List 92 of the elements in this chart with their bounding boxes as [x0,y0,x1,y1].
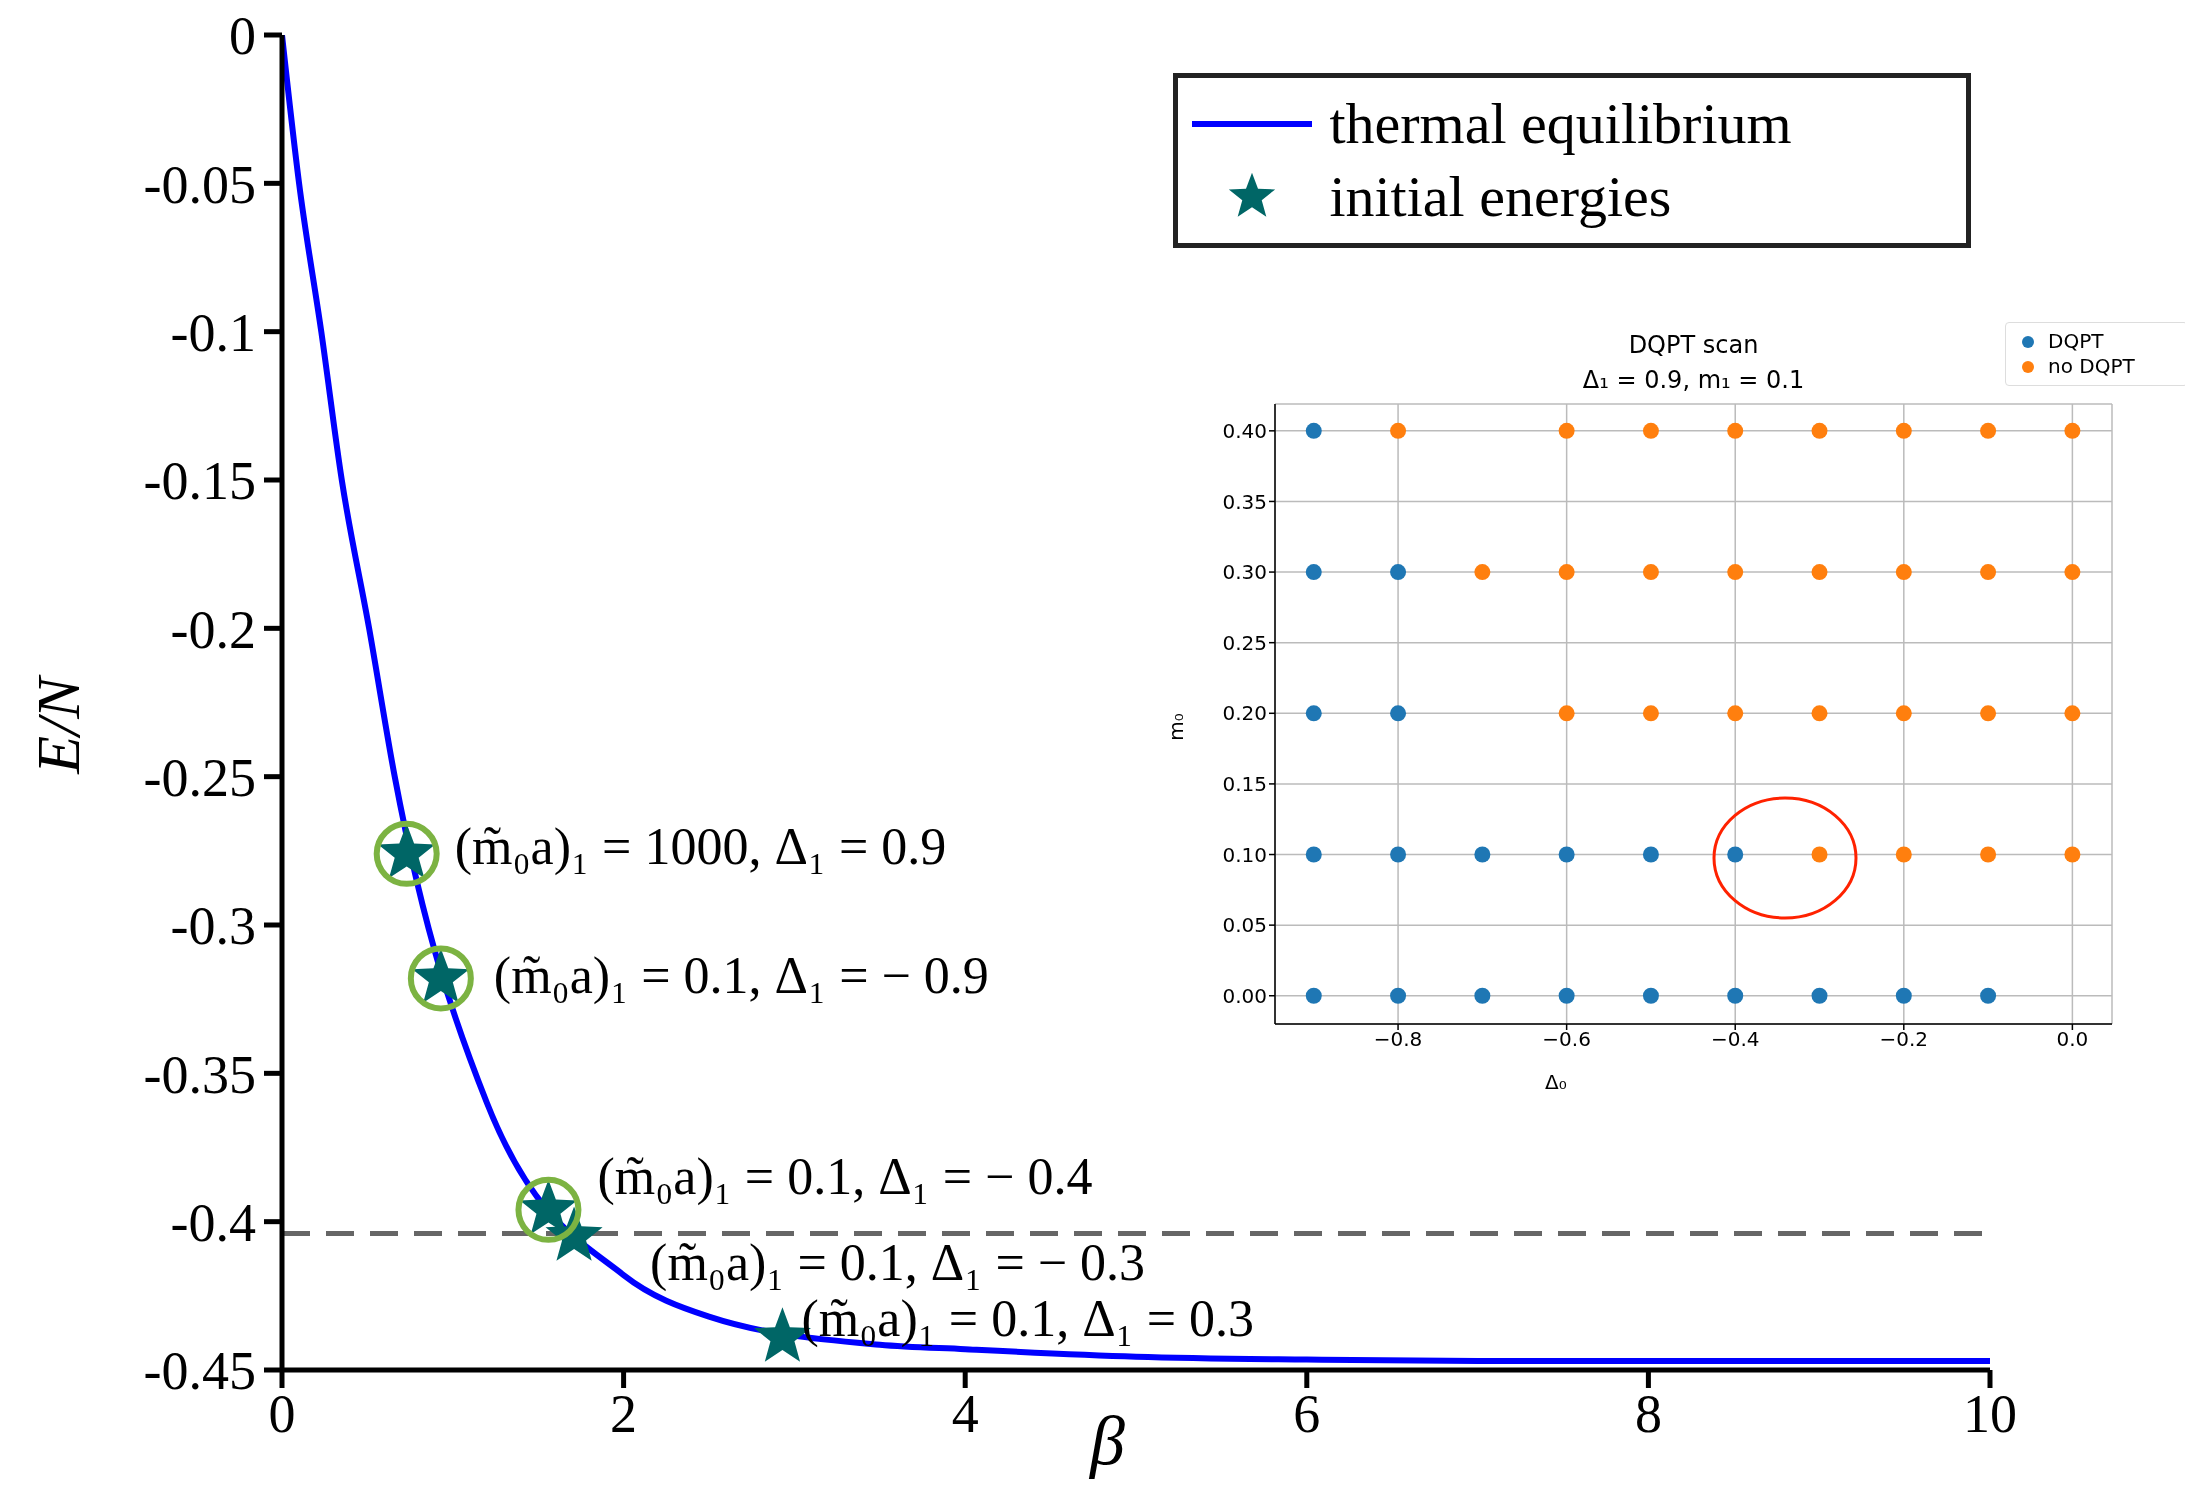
y-tick-label: 0.40 [1222,418,1267,443]
point [1305,987,1322,1004]
point [1558,705,1575,722]
point [1980,846,1997,863]
point [1811,987,1828,1004]
point [1895,846,1912,863]
point [1811,846,1828,863]
x-tick-label: −0.8 [1373,1027,1423,1052]
annotation: (m̃₀a)₁ = 1000, Δ₁ = 0.9 [454,816,947,876]
x-tick-label: 6 [1293,1384,1321,1445]
x-tick-label: 2 [610,1384,638,1445]
chart-subtitle: Δ₁ = 0.9, m₁ = 0.1 [1582,365,1805,394]
point [1558,422,1575,439]
y-axis-title: m₀ [1163,713,1188,741]
x-tick-label: 8 [1634,1384,1662,1445]
y-tick-label: 0.10 [1222,842,1267,867]
y-tick-label: -0.05 [143,154,256,215]
legend-label: thermal equilibrium [1329,90,1792,158]
y-tick-label: 0.05 [1222,913,1267,938]
point [1390,846,1407,863]
x-tick-label: 0 [268,1384,296,1445]
x-tick-label: 10 [1963,1384,2017,1445]
y-tick-label: 0.30 [1222,560,1267,585]
point [1811,422,1828,439]
chart-title: DQPT scan [1628,331,1759,359]
point [1980,564,1997,581]
x-tick-label: 4 [951,1384,979,1445]
point [2064,564,2081,581]
point [1642,422,1659,439]
point [1642,564,1659,581]
point [1390,987,1407,1004]
point [1305,422,1322,439]
point [1811,564,1828,581]
y-tick-label: 0.00 [1222,983,1267,1008]
point [1895,564,1912,581]
legend-label: DQPT [2048,329,2104,354]
x-tick-label: −0.2 [1879,1027,1929,1052]
x-tick-label: −0.6 [1542,1027,1591,1052]
y-tick-label: -0.4 [170,1192,256,1253]
y-tick-label: -0.1 [170,302,256,363]
y-tick-label: 0.15 [1222,772,1267,797]
point [1305,564,1322,581]
y-tick-label: 0 [229,6,256,67]
point [2064,422,2081,439]
point [1642,846,1659,863]
point [1390,705,1407,722]
point [1558,846,1575,863]
point [1390,422,1407,439]
y-tick-label: -0.35 [143,1044,256,1105]
point [2064,705,2081,722]
point [1390,564,1407,581]
point [373,820,440,887]
point [1727,846,1744,863]
y-tick-label: -0.45 [143,1341,256,1402]
point [1980,987,1997,1004]
legend-label: initial energies [1329,162,1672,231]
annotation: (m̃₀a)₁ = 0.1, Δ₁ = − 0.4 [597,1146,1093,1206]
point [1980,422,1997,439]
x-tick-label: 0.0 [2056,1027,2089,1052]
point [1895,705,1912,722]
y-tick-label: 0.25 [1222,630,1267,655]
point [1727,705,1744,722]
legend-label: no DQPT [2048,354,2135,379]
y-tick-label: 0.20 [1222,701,1267,726]
point [1305,705,1322,722]
point [1727,422,1744,439]
annotation: (m̃₀a)₁ = 0.1, Δ₁ = − 0.3 [650,1232,1146,1291]
point [1811,705,1828,722]
point [1474,846,1491,863]
point [1980,705,1997,722]
point [1642,705,1659,722]
x-tick-label: −0.4 [1710,1027,1760,1052]
point [1642,987,1659,1004]
x-axis-title: Δ₀ [1545,1070,1567,1094]
y-tick-label: -0.15 [143,451,256,512]
point [1474,987,1491,1004]
point [1305,846,1322,863]
point [1727,987,1744,1004]
point [1895,422,1912,439]
y-tick-label: -0.25 [143,747,256,808]
point [1558,987,1575,1004]
point [2064,846,2081,863]
annotation: (m̃₀a)₁ = 0.1, Δ₁ = − 0.9 [493,945,989,1005]
y-tick-label: -0.3 [170,896,256,957]
x-axis-title: β [1090,1402,1125,1479]
point [1895,987,1912,1004]
point [1727,564,1744,581]
annotation: (m̃₀a)₁ = 0.1, Δ₁ = 0.3 [801,1289,1255,1348]
point [1474,564,1491,581]
point [1558,564,1575,581]
y-tick-label: 0.35 [1222,489,1267,514]
y-tick-label: -0.2 [170,599,256,660]
